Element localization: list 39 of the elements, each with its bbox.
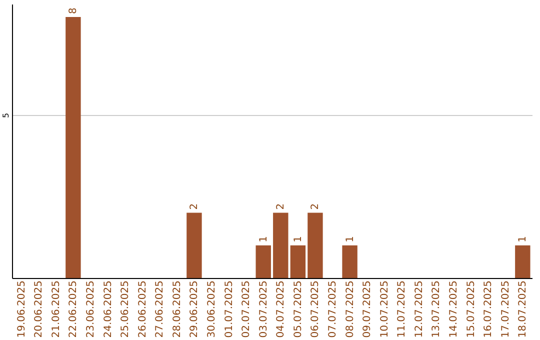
data-label: 1	[344, 236, 356, 242]
x-tick-label: 20.06.2025	[34, 280, 45, 338]
x-tick-label: 08.07.2025	[344, 280, 356, 338]
x-tick-label: 12.07.2025	[414, 280, 425, 338]
x-tick-label: 19.06.2025	[16, 280, 28, 338]
x-tick-label: 27.06.2025	[154, 280, 166, 338]
x-tick-label: 24.06.2025	[102, 280, 114, 338]
data-label: 1	[258, 236, 270, 242]
data-label: 2	[310, 203, 322, 210]
y-tick-label: 5	[2, 112, 10, 118]
x-tick-label: 03.07.2025	[258, 280, 270, 338]
x-tick-label: 14.07.2025	[448, 280, 460, 338]
x-tick-label: 11.07.2025	[396, 280, 408, 338]
x-tick-label: 26.06.2025	[137, 280, 148, 338]
x-tick-label: 10.07.2025	[379, 280, 390, 338]
data-label: 1	[518, 236, 529, 242]
data-label: 1	[292, 236, 304, 242]
x-tick-label: 16.07.2025	[483, 280, 494, 338]
x-tick-label: 05.07.2025	[292, 280, 304, 338]
x-tick-label: 06.07.2025	[310, 280, 322, 338]
x-tick-label: 21.06.2025	[50, 280, 62, 338]
x-tick-label: 28.06.2025	[172, 280, 183, 338]
x-tick-label: 23.06.2025	[85, 280, 96, 338]
x-tick-label: 15.07.2025	[466, 280, 477, 338]
x-tick-label: 25.06.2025	[120, 280, 132, 338]
x-tick-label: 18.07.2025	[518, 280, 529, 338]
x-tick-label: 01.07.2025	[224, 280, 235, 338]
x-tick-label: 30.06.2025	[206, 280, 218, 338]
data-label: 2	[189, 203, 200, 210]
x-tick-label: 17.07.2025	[500, 280, 512, 338]
x-tick-label: 07.07.2025	[328, 280, 339, 338]
x-tick-label: 29.06.2025	[189, 280, 200, 338]
x-tick-label: 22.06.2025	[68, 280, 80, 338]
x-tick-label: 04.07.2025	[276, 280, 287, 338]
x-tick-label: 02.07.2025	[241, 280, 252, 338]
x-tick-label: 13.07.2025	[431, 280, 442, 338]
x-tick-label: 09.07.2025	[362, 280, 374, 338]
data-label: 2	[276, 203, 287, 210]
data-label: 8	[68, 8, 80, 14]
